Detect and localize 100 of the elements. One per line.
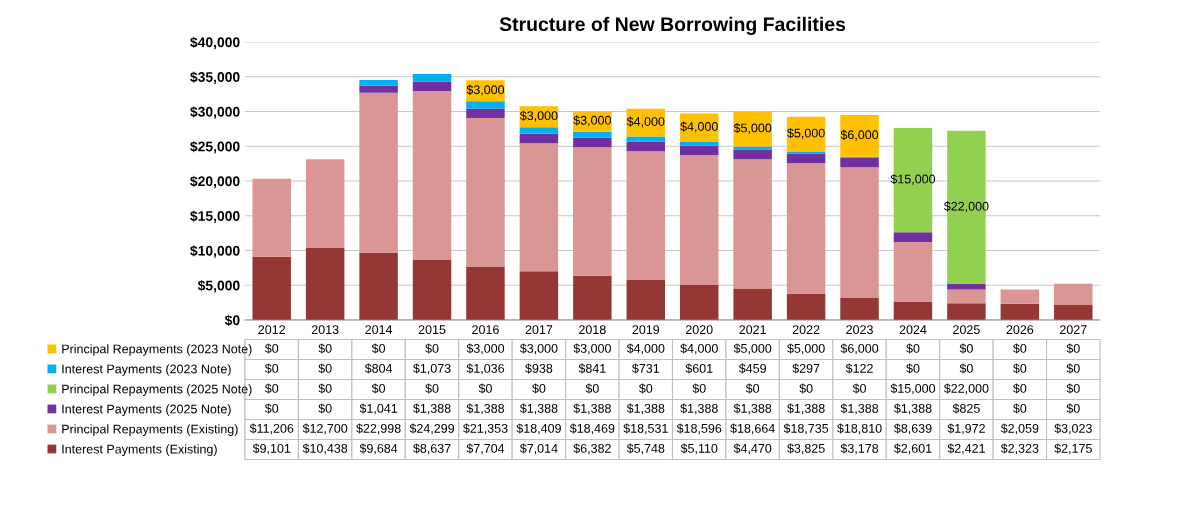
text: $5,000: [733, 122, 772, 134]
data-label: $3,178: [840, 443, 879, 455]
data-label: $6,382: [573, 443, 611, 455]
data-label: $0: [1013, 403, 1027, 414]
bar: [679, 141, 719, 146]
legend-label: Principal Repayments (2025 Note): [62, 384, 252, 396]
data-label: $4,000: [680, 343, 718, 355]
data-label: $18,810: [837, 423, 882, 435]
data-label: $0: [478, 383, 492, 394]
x-tick-label: 2017: [525, 325, 553, 335]
bar: [573, 137, 612, 148]
data-label: $0: [585, 383, 599, 394]
bar: [519, 271, 559, 320]
bar: [573, 275, 612, 320]
data-label: $18,735: [783, 423, 829, 435]
x-tick-label: 2015: [418, 325, 446, 335]
data-label: $0: [852, 383, 866, 394]
data-label: $24,299: [409, 423, 455, 435]
data-label: $1,041: [359, 403, 398, 415]
data-label: $21,353: [463, 423, 508, 435]
x-tick-label: 2026: [1006, 325, 1034, 335]
data-label: $18,596: [676, 423, 722, 435]
data-label: $18,469: [569, 423, 615, 435]
data-label: $6,000: [840, 343, 879, 355]
data-label: $0: [1066, 383, 1080, 394]
bar: [466, 118, 505, 267]
data-label: $4,470: [733, 443, 772, 455]
data-label: $2,323: [1000, 443, 1039, 455]
bar: [786, 293, 826, 320]
x-tick-label: 2020: [685, 325, 713, 335]
data-label: $18,531: [623, 423, 668, 435]
legend-label: Principal Repayments (Existing): [62, 424, 238, 436]
data-label: $0: [959, 343, 973, 354]
x-tick-label: 2024: [899, 325, 927, 335]
x-tick-label: 2025: [953, 325, 980, 335]
data-label: $0: [371, 343, 386, 354]
data-label: $938: [525, 363, 553, 374]
data-label: $1,073: [413, 363, 451, 375]
bar: [840, 297, 879, 320]
data-label: $8,637: [413, 443, 451, 455]
data-label: $15,000: [890, 383, 936, 395]
bar: [1000, 303, 1040, 320]
bar: [786, 163, 826, 294]
bar: [412, 91, 452, 260]
bar: [412, 73, 452, 82]
data-label: $9,684: [359, 443, 398, 455]
legend-label: Interest Payments (2023 Note): [62, 364, 231, 376]
bar: [1054, 283, 1093, 305]
x-tick-label: 2016: [472, 325, 499, 335]
data-label: $0: [638, 383, 653, 394]
data-label: $2,059: [1000, 423, 1039, 435]
text: $5,000: [787, 128, 825, 139]
data-label: $18,664: [730, 423, 775, 435]
data-label: $22,998: [356, 423, 401, 435]
data-label: $0: [959, 363, 973, 374]
data-label: $9,101: [252, 443, 291, 455]
data-label: $4,000: [626, 343, 665, 355]
data-label: $0: [745, 383, 760, 394]
data-label: $5,000: [733, 343, 772, 355]
x-tick-label: 2027: [1060, 325, 1087, 335]
bar: [893, 241, 933, 302]
x-tick-label: 2014: [365, 325, 393, 335]
bar: [519, 133, 559, 144]
data-label: $12,700: [302, 423, 348, 435]
data-label: $5,748: [626, 443, 665, 455]
data-label: $1,388: [893, 403, 932, 415]
y-tick-label: $10,000: [190, 245, 240, 258]
data-label: $0: [425, 343, 439, 354]
bar: [519, 127, 559, 134]
text: $6,000: [840, 129, 879, 141]
bar: [786, 151, 826, 154]
bar: [305, 159, 345, 248]
data-label: $3,000: [519, 343, 558, 355]
data-label: $0: [425, 383, 439, 394]
data-label: $11,206: [249, 423, 294, 435]
bar: [466, 101, 505, 109]
data-label: $0: [906, 343, 920, 354]
bar: [359, 80, 398, 86]
bar: [359, 92, 398, 253]
data-label: $0: [532, 383, 546, 394]
x-tick-label: 2019: [632, 325, 660, 335]
bar: [626, 141, 666, 152]
data-label: $0: [799, 383, 813, 394]
bar: [679, 284, 719, 320]
data-label: $0: [1066, 403, 1080, 414]
x-tick-label: 2022: [792, 325, 820, 335]
data-label: $804: [364, 363, 393, 374]
data-label: $0: [906, 363, 920, 374]
data-label: $1,388: [787, 403, 825, 415]
data-label: $0: [1013, 383, 1027, 394]
data-label: $3,000: [466, 343, 505, 355]
data-label: $297: [792, 363, 820, 374]
bar: [840, 167, 879, 298]
bar: [573, 147, 612, 276]
legend-label: Interest Payments (Existing): [62, 444, 217, 456]
data-label: $601: [685, 363, 713, 374]
data-label: $841: [578, 363, 606, 374]
bar: [733, 149, 772, 160]
data-label: $0: [264, 403, 279, 414]
data-label: $1,388: [680, 403, 718, 415]
